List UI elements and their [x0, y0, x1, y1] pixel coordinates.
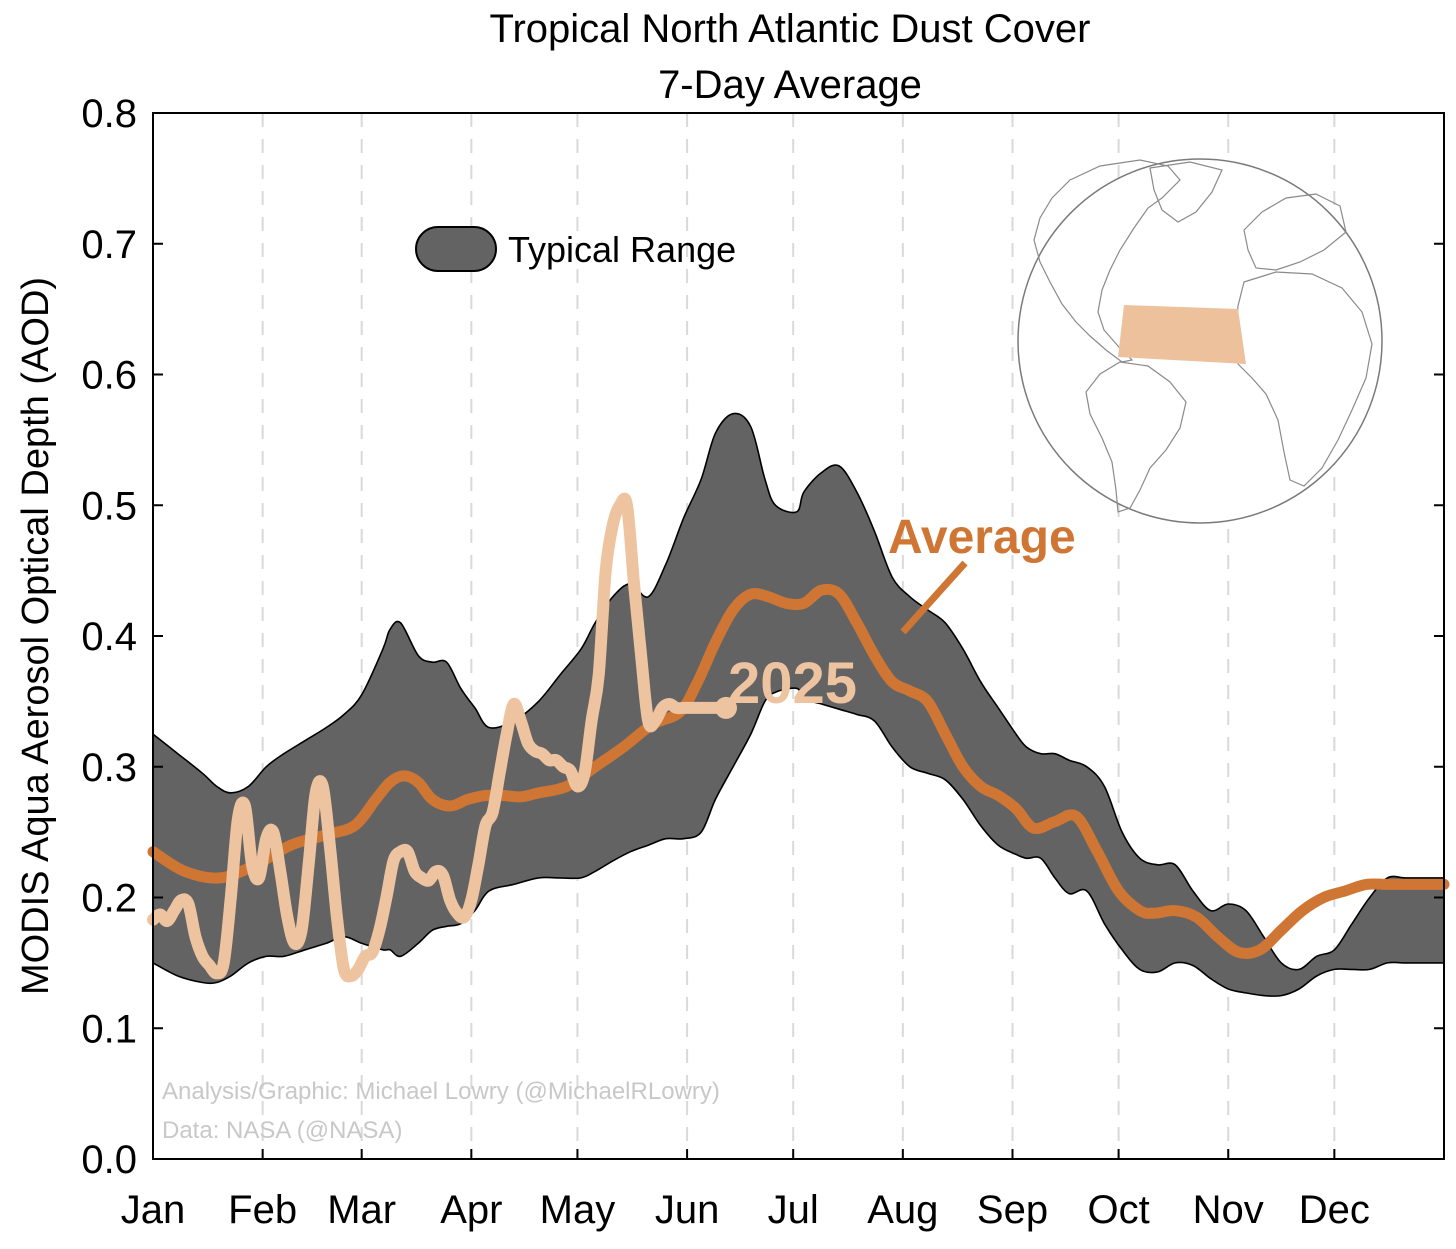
gridlines [261, 113, 1336, 1159]
average-annotation: Average [888, 511, 1076, 564]
chart-title: Tropical North Atlantic Dust Cover [490, 7, 1091, 51]
credit-data: Data: NASA (@NASA) [162, 1117, 402, 1144]
x-tick-label-jun: Jun [655, 1188, 720, 1232]
chart-subtitle: 7-Day Average [658, 63, 922, 107]
x-tick-label-jul: Jul [768, 1188, 819, 1232]
x-tick-label-oct: Oct [1087, 1188, 1149, 1232]
x-tick-label-jan: Jan [121, 1188, 186, 1232]
year-2025-series [147, 492, 737, 983]
legend-swatch [415, 226, 497, 272]
x-tick-label-sep: Sep [977, 1188, 1048, 1232]
average-pointer-line [900, 560, 968, 635]
legend: Typical Range [415, 226, 736, 272]
highlighted-region [1118, 305, 1246, 364]
y-tick-label: 0.1 [81, 1007, 137, 1051]
y-tick-label: 0.2 [81, 877, 137, 921]
y-tick-label: 0.6 [81, 354, 137, 398]
y-tick-label: 0.5 [81, 484, 137, 528]
year-annotation: 2025 [728, 651, 857, 716]
inset-globe-map [1017, 158, 1383, 524]
y-tick-label: 0.3 [81, 746, 137, 790]
x-tick-label-feb: Feb [228, 1188, 297, 1232]
x-tick-label-aug: Aug [867, 1188, 938, 1232]
africa-outline [1235, 271, 1373, 487]
y-axis-ticks: 0.0 0.1 0.2 0.3 0.4 0.5 0.6 0.7 0.8 [81, 92, 1444, 1182]
y-tick-label: 0.0 [81, 1138, 137, 1182]
x-tick-label-mar: Mar [327, 1188, 396, 1232]
year-2025-endpoint [714, 696, 737, 719]
south-america-outline [1085, 361, 1187, 513]
x-axis-ticks: Jan Feb Mar Apr May Jun Jul Aug Sep Oct Nov Dec [121, 1149, 1370, 1232]
y-axis-label: MODIS Aqua Aerosol Optical Depth (AOD) [15, 277, 57, 995]
x-tick-label-apr: Apr [440, 1188, 502, 1232]
north-america-outline [1033, 159, 1181, 363]
credit-analysis: Analysis/Graphic: Michael Lowry (@Michae… [162, 1078, 720, 1105]
year-2025-line [147, 492, 732, 983]
y-tick-label: 0.7 [81, 223, 137, 267]
legend-label: Typical Range [508, 229, 736, 270]
europe-outline [1243, 193, 1347, 271]
x-tick-label-nov: Nov [1193, 1188, 1264, 1232]
x-tick-label-may: May [540, 1188, 616, 1232]
y-tick-label: 0.8 [81, 92, 137, 136]
x-tick-label-dec: Dec [1299, 1188, 1370, 1232]
y-tick-label: 0.4 [81, 615, 137, 659]
greenland-outline [1149, 161, 1223, 223]
average-line [147, 583, 1450, 960]
average-series [147, 583, 1450, 960]
